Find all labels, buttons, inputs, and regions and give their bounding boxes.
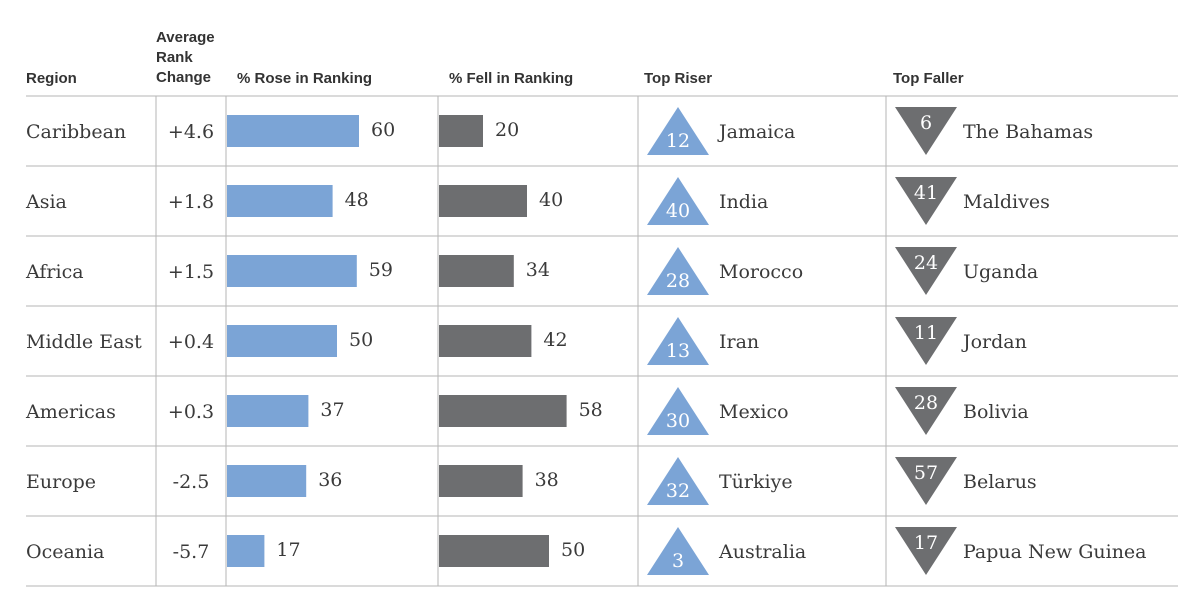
fell-bar bbox=[439, 465, 523, 497]
faller-rank-change: 11 bbox=[914, 322, 938, 344]
up-triangle-icon bbox=[647, 317, 709, 365]
rose-bar bbox=[227, 115, 359, 147]
rose-bar bbox=[227, 255, 357, 287]
fell-value-label: 42 bbox=[543, 329, 567, 351]
riser-rank-change: 13 bbox=[666, 340, 690, 362]
average-rank-change-value: -5.7 bbox=[173, 541, 210, 563]
fell-bar bbox=[439, 395, 567, 427]
region-label: Middle East bbox=[26, 331, 142, 353]
header-top-faller: Top Faller bbox=[893, 70, 964, 87]
top-faller-country: The Bahamas bbox=[963, 121, 1093, 143]
rose-bar bbox=[227, 185, 333, 217]
riser-rank-change: 30 bbox=[666, 410, 690, 432]
up-triangle-icon bbox=[647, 457, 709, 505]
fell-bar bbox=[439, 535, 549, 567]
top-riser-country: India bbox=[719, 191, 768, 213]
faller-rank-change: 17 bbox=[914, 532, 938, 554]
riser-rank-change: 28 bbox=[666, 270, 690, 292]
rose-value-label: 48 bbox=[345, 189, 369, 211]
down-triangle-icon bbox=[895, 177, 957, 225]
fell-value-label: 50 bbox=[561, 539, 585, 561]
up-triangle-icon bbox=[647, 107, 709, 155]
average-rank-change-value: +4.6 bbox=[168, 121, 214, 143]
rose-value-label: 17 bbox=[276, 539, 300, 561]
region-label: Asia bbox=[25, 191, 67, 213]
down-triangle-icon bbox=[895, 387, 957, 435]
region-label: Oceania bbox=[26, 541, 104, 563]
fell-value-label: 58 bbox=[579, 399, 603, 421]
down-triangle-icon bbox=[895, 527, 957, 575]
riser-rank-change: 3 bbox=[672, 550, 684, 572]
region-label: Africa bbox=[25, 261, 84, 283]
top-riser-country: Morocco bbox=[719, 261, 803, 283]
top-faller-country: Bolivia bbox=[963, 401, 1029, 423]
faller-rank-change: 28 bbox=[914, 392, 938, 414]
top-faller-country: Uganda bbox=[963, 261, 1038, 283]
rose-bar bbox=[227, 535, 265, 567]
rose-value-label: 36 bbox=[318, 469, 342, 491]
region-label: Europe bbox=[26, 471, 96, 493]
up-triangle-icon bbox=[647, 177, 709, 225]
fell-value-label: 40 bbox=[539, 189, 563, 211]
up-triangle-icon bbox=[647, 527, 709, 575]
fell-value-label: 38 bbox=[535, 469, 559, 491]
header-average-rank-change-line: Average bbox=[156, 29, 215, 46]
region-label: Caribbean bbox=[26, 121, 126, 143]
down-triangle-icon bbox=[895, 317, 957, 365]
average-rank-change-value: -2.5 bbox=[173, 471, 210, 493]
average-rank-change-value: +0.4 bbox=[168, 331, 214, 353]
riser-rank-change: 32 bbox=[666, 480, 690, 502]
fell-bar bbox=[439, 115, 483, 147]
fell-bar bbox=[439, 325, 532, 357]
top-riser-country: Iran bbox=[719, 331, 759, 353]
faller-rank-change: 57 bbox=[914, 462, 938, 484]
header-top-riser: Top Riser bbox=[644, 70, 712, 87]
fell-bar bbox=[439, 255, 514, 287]
region-label: Americas bbox=[25, 401, 116, 423]
header-rose: % Rose in Ranking bbox=[237, 70, 372, 87]
header-average-rank-change-line: Change bbox=[156, 69, 211, 86]
faller-rank-change: 41 bbox=[914, 182, 938, 204]
riser-rank-change: 40 bbox=[666, 200, 690, 222]
top-riser-country: Mexico bbox=[719, 401, 789, 423]
rose-bar bbox=[227, 395, 309, 427]
up-triangle-icon bbox=[647, 387, 709, 435]
top-faller-country: Papua New Guinea bbox=[963, 541, 1147, 563]
down-triangle-icon bbox=[895, 247, 957, 295]
faller-rank-change: 24 bbox=[914, 252, 938, 274]
top-faller-country: Maldives bbox=[963, 191, 1050, 213]
down-triangle-icon bbox=[895, 457, 957, 505]
average-rank-change-value: +0.3 bbox=[168, 401, 214, 423]
faller-rank-change: 6 bbox=[920, 112, 932, 134]
header-fell: % Fell in Ranking bbox=[449, 70, 573, 87]
down-triangle-icon bbox=[895, 107, 957, 155]
top-faller-country: Jordan bbox=[961, 331, 1027, 353]
average-rank-change-value: +1.5 bbox=[168, 261, 214, 283]
rose-value-label: 37 bbox=[320, 399, 344, 421]
fell-value-label: 20 bbox=[495, 119, 519, 141]
fell-bar bbox=[439, 185, 527, 217]
rose-bar bbox=[227, 465, 307, 497]
top-faller-country: Belarus bbox=[963, 471, 1037, 493]
rose-value-label: 50 bbox=[349, 329, 373, 351]
header-average-rank-change-line: Rank bbox=[156, 49, 193, 66]
rose-value-label: 60 bbox=[371, 119, 395, 141]
rose-bar bbox=[227, 325, 337, 357]
top-riser-country: Türkiye bbox=[719, 471, 793, 493]
header-region: Region bbox=[26, 70, 77, 87]
top-riser-country: Australia bbox=[718, 541, 806, 563]
fell-value-label: 34 bbox=[526, 259, 550, 281]
up-triangle-icon bbox=[647, 247, 709, 295]
riser-rank-change: 12 bbox=[666, 130, 690, 152]
top-riser-country: Jamaica bbox=[717, 121, 795, 143]
rose-value-label: 59 bbox=[369, 259, 393, 281]
average-rank-change-value: +1.8 bbox=[168, 191, 214, 213]
